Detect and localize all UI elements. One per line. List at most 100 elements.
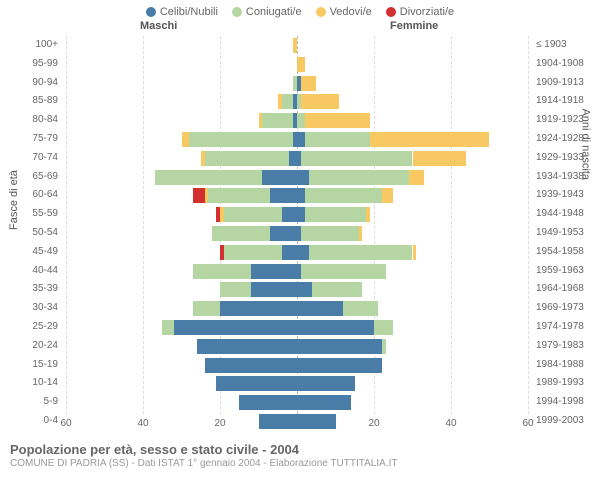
bar-segment-female xyxy=(297,339,382,354)
bar-segment-female xyxy=(309,245,413,260)
age-label: 0-4 xyxy=(0,412,62,431)
bar-row xyxy=(66,76,528,91)
bar-row xyxy=(66,57,528,72)
age-label: 80-84 xyxy=(0,111,62,130)
bar-segment-male xyxy=(155,170,263,185)
age-label: 30-34 xyxy=(0,299,62,318)
birth-label: 1994-1998 xyxy=(532,393,600,412)
bar-row xyxy=(66,151,528,166)
bar-segment-female xyxy=(343,301,378,316)
bar-segment-male xyxy=(197,339,297,354)
bar-segment-female xyxy=(305,188,382,203)
age-label: 55-59 xyxy=(0,205,62,224)
bar-segment-male xyxy=(262,113,293,128)
bar-row xyxy=(66,170,528,185)
bar-segment-female xyxy=(297,245,309,260)
birth-label: 1989-1993 xyxy=(532,374,600,393)
birth-label: 1984-1988 xyxy=(532,356,600,375)
bar-segment-male xyxy=(212,226,270,241)
bar-segment-male xyxy=(162,320,174,335)
age-label: 15-19 xyxy=(0,356,62,375)
bar-segment-male xyxy=(270,188,297,203)
age-label: 40-44 xyxy=(0,262,62,281)
birth-label: 1934-1938 xyxy=(532,168,600,187)
legend-item: Vedovi/e xyxy=(316,6,372,18)
bar-row xyxy=(66,264,528,279)
plot-area: 6040200204060 xyxy=(66,36,528,432)
bar-segment-female xyxy=(297,188,305,203)
bar-segment-female xyxy=(309,170,409,185)
legend-label: Celibi/Nubili xyxy=(160,6,218,18)
bar-segment-male xyxy=(282,245,297,260)
birth-label: 1979-1983 xyxy=(532,337,600,356)
bar-segment-female xyxy=(297,207,305,222)
bar-segment-male xyxy=(205,358,297,373)
legend-label: Vedovi/e xyxy=(330,6,372,18)
bar-segment-male xyxy=(216,207,220,222)
legend-item: Celibi/Nubili xyxy=(146,6,218,18)
birth-label: 1919-1923 xyxy=(532,111,600,130)
bar-segment-male xyxy=(216,376,297,391)
bar-row xyxy=(66,358,528,373)
bar-row xyxy=(66,132,528,147)
bar-segment-female xyxy=(297,320,374,335)
bar-segment-male xyxy=(193,301,220,316)
bar-segment-male xyxy=(289,151,297,166)
age-label: 5-9 xyxy=(0,393,62,412)
y-axis-birth: ≤ 19031904-19081909-19131914-19181919-19… xyxy=(532,36,600,431)
birth-label: 1929-1933 xyxy=(532,149,600,168)
legend-dot xyxy=(146,7,156,17)
bar-segment-male xyxy=(262,170,297,185)
bar-segment-male xyxy=(193,188,205,203)
birth-label: 1999-2003 xyxy=(532,412,600,431)
birth-label: 1944-1948 xyxy=(532,205,600,224)
bar-segment-female xyxy=(305,207,367,222)
bar-segment-male xyxy=(201,151,205,166)
bar-segment-male xyxy=(208,188,270,203)
bar-row xyxy=(66,245,528,260)
bar-row xyxy=(66,376,528,391)
bar-segment-female xyxy=(312,282,362,297)
bar-segment-male xyxy=(293,38,297,53)
bar-segment-female xyxy=(297,395,351,410)
bar-segment-male xyxy=(205,188,209,203)
bar-segment-male xyxy=(220,207,224,222)
bar-segment-male xyxy=(224,207,282,222)
bar-segment-female xyxy=(301,264,386,279)
bar-segment-female xyxy=(370,132,489,147)
bar-segment-male xyxy=(182,132,190,147)
bar-row xyxy=(66,282,528,297)
bar-row xyxy=(66,301,528,316)
bar-row xyxy=(66,395,528,410)
legend-label: Divorziati/e xyxy=(400,6,454,18)
legend-dot xyxy=(386,7,396,17)
footer: Popolazione per età, sesso e stato civil… xyxy=(0,436,600,469)
bar-segment-male xyxy=(239,395,297,410)
legend-dot xyxy=(232,7,242,17)
age-label: 90-94 xyxy=(0,74,62,93)
bar-segment-male xyxy=(282,94,294,109)
bar-segment-female xyxy=(297,282,312,297)
age-label: 10-14 xyxy=(0,374,62,393)
bar-segment-male xyxy=(193,264,251,279)
age-label: 95-99 xyxy=(0,55,62,74)
bar-segment-male xyxy=(220,282,251,297)
bar-row xyxy=(66,94,528,109)
bar-segment-female xyxy=(305,132,370,147)
bar-segment-male xyxy=(251,282,297,297)
legend-dot xyxy=(316,7,326,17)
bar-row xyxy=(66,320,528,335)
bar-segment-male xyxy=(278,94,282,109)
legend: Celibi/NubiliConiugati/eVedovi/eDivorzia… xyxy=(0,0,600,20)
bar-segment-male xyxy=(259,414,298,429)
bar-row xyxy=(66,226,528,241)
birth-label: 1904-1908 xyxy=(532,55,600,74)
footer-sub: COMUNE DI PADRIA (SS) - Dati ISTAT 1° ge… xyxy=(10,458,590,469)
chart-area: 100+95-9990-9485-8980-8475-7970-7465-696… xyxy=(0,36,600,436)
footer-title: Popolazione per età, sesso e stato civil… xyxy=(10,442,590,457)
birth-label: 1969-1973 xyxy=(532,299,600,318)
bar-segment-male xyxy=(224,245,282,260)
chart-container: Celibi/NubiliConiugati/eVedovi/eDivorzia… xyxy=(0,0,600,500)
bar-segment-female xyxy=(297,414,336,429)
age-label: 70-74 xyxy=(0,149,62,168)
